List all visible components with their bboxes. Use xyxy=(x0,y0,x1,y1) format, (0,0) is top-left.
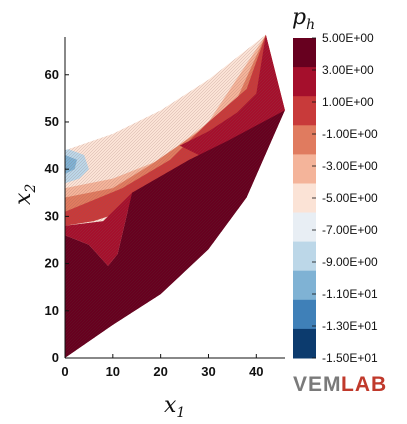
y-axis-title: x2 xyxy=(11,184,39,205)
y-tick-label: 40 xyxy=(45,161,59,176)
pressure-field xyxy=(65,34,285,358)
colorbar-label: -1.00E+00 xyxy=(322,127,378,141)
colorbar-swatch xyxy=(293,125,316,155)
colorbar-swatch xyxy=(293,67,316,97)
colorbar-swatch xyxy=(293,328,316,359)
y-tick-label: 10 xyxy=(45,303,59,318)
colorbar-label: -1.50E+01 xyxy=(322,351,378,365)
colorbar-label: 3.00E+00 xyxy=(322,63,374,77)
y-tick-label: 50 xyxy=(45,114,59,129)
y-tick-label: 0 xyxy=(52,350,59,365)
vemlab-logo: VEM LAB xyxy=(293,373,387,396)
colorbar-label: 1.00E+00 xyxy=(322,95,374,109)
svg-text:VEM: VEM xyxy=(293,373,342,396)
mesh-overlay-dark xyxy=(65,110,285,358)
y-tick-label: 30 xyxy=(45,208,59,223)
colorbar-label: -7.00E+00 xyxy=(322,223,378,237)
colorbar-swatch xyxy=(293,96,316,126)
colorbar-title: ph xyxy=(292,5,315,33)
x-axis-ticks: 0 10 20 30 40 xyxy=(61,354,264,379)
colorbar-swatch xyxy=(293,183,316,214)
x-tick-label: 20 xyxy=(153,364,167,379)
svg-text:LAB: LAB xyxy=(341,373,387,396)
y-tick-label: 20 xyxy=(45,256,59,271)
y-axis-ticks: 0 10 20 30 40 50 60 xyxy=(45,67,69,365)
colorbar-labels: 5.00E+00 3.00E+00 1.00E+00 -1.00E+00 -3.00E+… xyxy=(312,31,378,365)
x-tick-label: 10 xyxy=(106,364,120,379)
colorbar-label: -9.00E+00 xyxy=(322,255,378,269)
x-tick-label: 0 xyxy=(61,364,68,379)
colorbar-swatch xyxy=(293,241,316,272)
colorbar-label: -1.10E+01 xyxy=(322,287,378,301)
colorbar-label: 5.00E+00 xyxy=(322,31,374,45)
colorbar-label: -1.30E+01 xyxy=(322,319,378,333)
colorbar-swatch xyxy=(293,270,316,301)
x-axis-title: x1 xyxy=(164,393,185,421)
colorbar xyxy=(293,38,316,359)
y-tick-label: 60 xyxy=(45,67,59,82)
colorbar-label: -5.00E+00 xyxy=(322,191,378,205)
colorbar-swatch xyxy=(293,154,316,184)
x-tick-label: 40 xyxy=(249,364,263,379)
colorbar-label: -3.00E+00 xyxy=(322,159,378,173)
colorbar-swatch xyxy=(293,299,316,330)
colorbar-swatch xyxy=(293,38,316,68)
x-tick-label: 30 xyxy=(201,364,215,379)
colorbar-swatch xyxy=(293,212,316,243)
